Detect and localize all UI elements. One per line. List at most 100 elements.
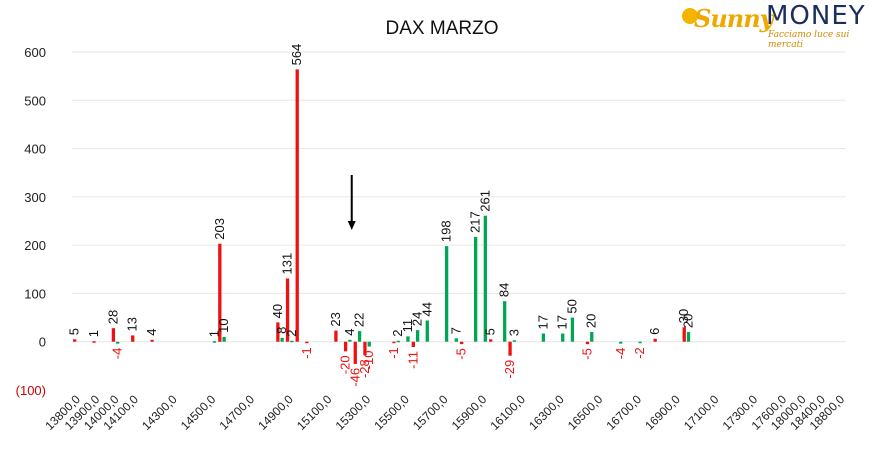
bar: [512, 340, 517, 342]
data-label: 30: [676, 309, 691, 323]
bar: [348, 339, 352, 342]
data-label: 198: [439, 220, 454, 242]
bar: [353, 341, 357, 364]
logo-brand-right: MONEY: [766, 1, 866, 31]
data-label: 564: [289, 44, 304, 66]
data-label: 24: [410, 312, 425, 326]
data-label: 5: [483, 328, 498, 335]
data-label: 4: [144, 329, 159, 336]
bar: [425, 320, 429, 342]
data-label: 1: [86, 330, 101, 337]
x-tick-label: 14300,0: [139, 392, 180, 433]
y-tick-label: 200: [24, 238, 46, 253]
y-tick-label: 500: [24, 93, 46, 108]
bar: [357, 331, 362, 342]
y-tick-label: 400: [24, 142, 46, 157]
x-tick-label: 14500,0: [178, 392, 219, 433]
data-label: -29: [502, 360, 517, 379]
data-label: -1: [386, 347, 401, 359]
annotation-arrow: [347, 175, 356, 230]
bar: [454, 338, 458, 342]
bar: [116, 341, 120, 344]
data-label: 131: [280, 253, 295, 275]
data-label: -28: [357, 359, 372, 378]
sunny-money-logo: Sunny MONEY Facciamo luce sui mercati: [682, 1, 882, 50]
data-label: 7: [448, 327, 463, 334]
data-label: 20: [681, 314, 696, 328]
bar: [682, 327, 686, 342]
data-label: 11: [400, 319, 415, 333]
data-label: 217: [468, 211, 483, 233]
bar: [295, 69, 299, 342]
data-label: 2: [284, 330, 299, 337]
data-label: -5: [579, 348, 594, 360]
y-tick-label: 300: [24, 190, 46, 205]
bar: [503, 301, 507, 342]
x-axis: 13800,013900,014000,014100,014300,014500…: [42, 392, 847, 433]
data-label: 20: [584, 314, 599, 328]
bar: [444, 246, 449, 342]
data-label: 17: [555, 315, 570, 329]
bar: [638, 341, 642, 344]
data-label: 5: [67, 328, 82, 335]
y-tick-label: 0: [39, 335, 46, 350]
bar: [343, 341, 348, 352]
data-label: 203: [212, 218, 227, 240]
data-label: -4: [613, 348, 628, 360]
x-tick-label: 14900,0: [255, 392, 296, 433]
bar: [686, 332, 691, 342]
x-tick-label: 16500,0: [565, 392, 606, 433]
data-label: -4: [110, 348, 125, 360]
y-tick-label: 600: [24, 45, 46, 60]
x-tick-label: 16100,0: [487, 392, 528, 433]
bar: [305, 341, 309, 344]
data-label: 84: [497, 283, 512, 297]
arrow-head: [347, 221, 356, 230]
bar: [290, 340, 294, 343]
bar: [276, 322, 280, 342]
data-label: 50: [564, 299, 579, 313]
bar: [212, 341, 217, 343]
data-label: 2: [390, 330, 405, 337]
data-label: -2: [632, 347, 647, 359]
bar: [73, 339, 77, 342]
bar: [561, 333, 565, 342]
bar: [111, 328, 116, 342]
bar: [474, 236, 478, 342]
bar: [585, 341, 590, 345]
bar: [334, 330, 338, 342]
bar: [150, 339, 154, 342]
x-tick-label: 17100,0: [681, 392, 722, 433]
logo-tagline: Facciamo luce sui mercati: [768, 30, 850, 50]
data-label: 17: [535, 315, 550, 329]
bar: [415, 330, 420, 342]
data-label: 23: [328, 312, 343, 326]
data-label: 28: [105, 310, 120, 324]
data-label: -46: [347, 368, 362, 387]
y-axis: 600 500 400 300 200 100 0 (100): [16, 45, 46, 398]
x-tick-label: 15500,0: [371, 392, 412, 433]
x-tick-label: 15100,0: [294, 392, 335, 433]
x-tick-label: 16300,0: [526, 392, 567, 433]
data-label: -5: [454, 348, 469, 360]
bar: [411, 341, 415, 348]
data-label: 8: [274, 327, 289, 334]
data-label: -20: [338, 355, 353, 374]
x-tick-label: 14700,0: [217, 392, 258, 433]
bar: [280, 337, 284, 342]
bar: [570, 317, 575, 342]
data-label: 10: [216, 318, 231, 332]
data-label: -10: [361, 351, 376, 370]
data-label: 6: [647, 328, 662, 335]
data-label: 44: [419, 302, 434, 316]
data-label: -11: [405, 351, 420, 369]
bar: [285, 278, 290, 342]
bar: [489, 339, 493, 342]
bar: [508, 341, 512, 356]
y-tick-label: (100): [16, 383, 46, 398]
data-label: 261: [477, 190, 492, 212]
y-tick-label: 100: [24, 286, 46, 301]
data-label: 3: [506, 329, 521, 336]
bar: [222, 336, 226, 342]
